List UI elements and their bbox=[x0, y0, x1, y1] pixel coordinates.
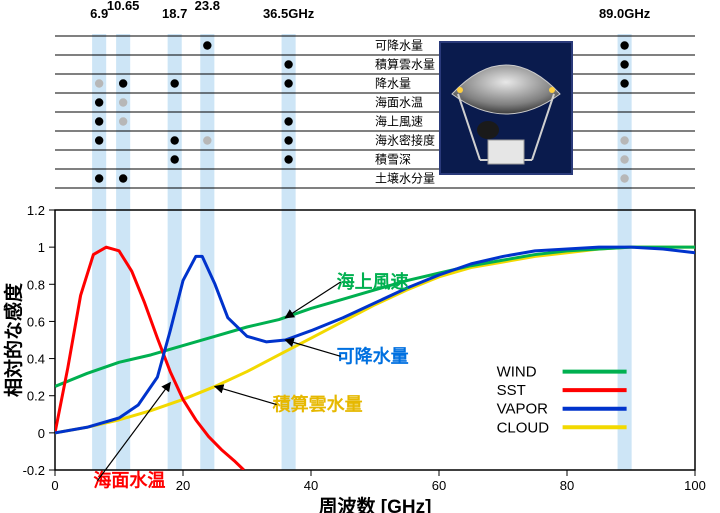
annotation: 積算雲水量 bbox=[272, 394, 363, 415]
matrix-row-label: 土壌水分量 bbox=[375, 172, 435, 186]
freq-label: 36.5GHz bbox=[263, 6, 315, 21]
matrix-dot bbox=[95, 98, 103, 106]
matrix-dot bbox=[95, 79, 103, 87]
x-tick: 20 bbox=[176, 478, 190, 493]
matrix-dot bbox=[284, 117, 292, 125]
matrix-dot bbox=[284, 136, 292, 144]
freq-label: 23.8 bbox=[195, 0, 220, 13]
series-sst bbox=[55, 247, 244, 470]
y-tick: 0.6 bbox=[27, 314, 45, 329]
matrix-row-label: 積算雲水量 bbox=[375, 57, 435, 72]
matrix-dot bbox=[620, 41, 628, 49]
freq-label: 89.0GHz bbox=[599, 6, 651, 21]
instrument-image bbox=[440, 42, 572, 174]
matrix-dot bbox=[620, 155, 628, 163]
matrix-dot bbox=[620, 136, 628, 144]
annotation: 可降水量 bbox=[337, 345, 409, 366]
matrix-dot bbox=[170, 79, 178, 87]
y-label: 相対的な感度 bbox=[2, 282, 25, 397]
legend-label: SST bbox=[497, 382, 526, 399]
y-tick: 0.4 bbox=[27, 352, 45, 367]
annotation-arrow bbox=[215, 386, 277, 404]
freq-band bbox=[618, 34, 632, 470]
matrix-dot bbox=[119, 98, 127, 106]
matrix-row-label: 可降水量 bbox=[375, 39, 423, 53]
y-tick: 0.2 bbox=[27, 389, 45, 404]
matrix-row-label: 海氷密接度 bbox=[375, 133, 435, 148]
matrix-dot bbox=[119, 117, 127, 125]
matrix-dot bbox=[620, 174, 628, 182]
matrix-dot bbox=[620, 60, 628, 68]
matrix-dot bbox=[95, 117, 103, 125]
matrix-dot bbox=[119, 174, 127, 182]
freq-label: 18.7 bbox=[162, 6, 187, 21]
freq-band bbox=[200, 34, 214, 470]
matrix-dot bbox=[284, 79, 292, 87]
y-tick: 1.2 bbox=[27, 203, 45, 218]
freq-label: 6.9 bbox=[90, 6, 108, 21]
matrix-row-label: 海面水温 bbox=[375, 95, 423, 110]
annotation: 海面水温 bbox=[93, 470, 165, 491]
legend-label: WIND bbox=[497, 364, 537, 381]
matrix-row-label: 積雪深 bbox=[375, 152, 411, 167]
matrix-dot bbox=[203, 41, 211, 49]
matrix-dot bbox=[95, 136, 103, 144]
legend-label: CLOUD bbox=[497, 419, 550, 436]
x-tick: 0 bbox=[51, 478, 58, 493]
matrix-dot bbox=[95, 174, 103, 182]
y-tick: 0.8 bbox=[27, 277, 45, 292]
legend-label: VAPOR bbox=[497, 401, 549, 418]
annotation-arrow bbox=[97, 383, 170, 481]
matrix-dot bbox=[170, 155, 178, 163]
y-tick: 1 bbox=[38, 240, 45, 255]
matrix-row-label: 降水量 bbox=[375, 77, 411, 91]
y-tick: -0.2 bbox=[23, 463, 45, 478]
y-tick: 0 bbox=[38, 426, 45, 441]
annotation: 海上風速 bbox=[337, 271, 409, 292]
matrix-row-label: 海上風速 bbox=[375, 114, 423, 129]
x-tick: 40 bbox=[304, 478, 318, 493]
x-label: 周波数 [GHz] bbox=[319, 495, 432, 513]
matrix-dot bbox=[170, 136, 178, 144]
matrix-dot bbox=[284, 60, 292, 68]
freq-label: 10.65 bbox=[107, 0, 140, 13]
x-tick: 80 bbox=[560, 478, 574, 493]
x-tick: 60 bbox=[432, 478, 446, 493]
matrix-dot bbox=[284, 155, 292, 163]
x-tick: 100 bbox=[684, 478, 706, 493]
matrix-dot bbox=[620, 79, 628, 87]
matrix-dot bbox=[119, 79, 127, 87]
matrix-dot bbox=[203, 136, 211, 144]
